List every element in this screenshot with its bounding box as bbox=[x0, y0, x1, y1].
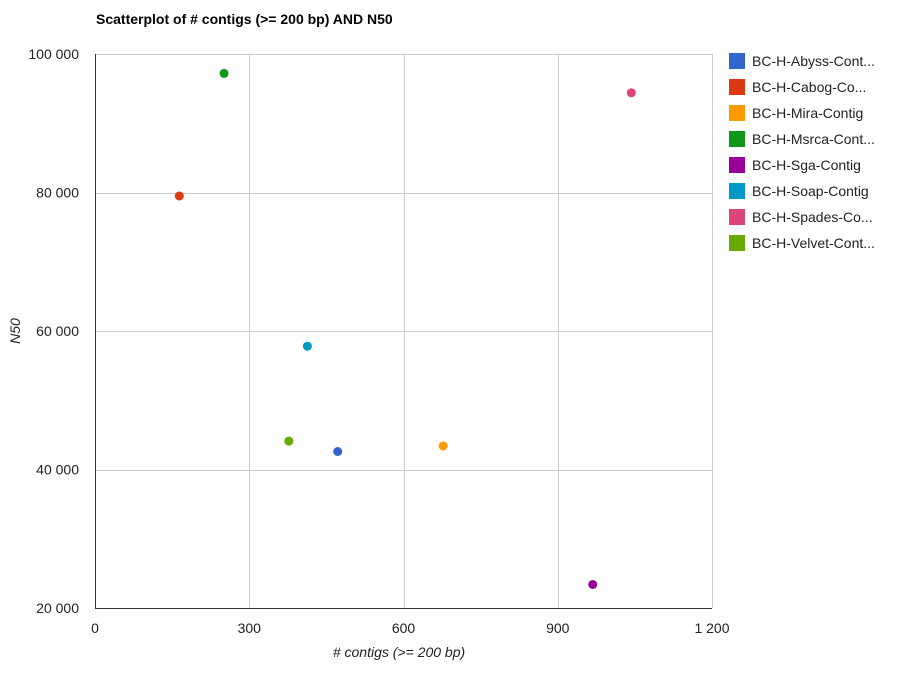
x-tick-label: 1 200 bbox=[694, 620, 729, 636]
legend-swatch bbox=[729, 209, 745, 225]
data-point[interactable] bbox=[302, 341, 312, 351]
data-point[interactable] bbox=[333, 446, 343, 456]
data-point[interactable] bbox=[588, 579, 598, 589]
x-tick-label: 0 bbox=[91, 620, 99, 636]
y-tick-label: 60 000 bbox=[36, 323, 79, 339]
legend-swatch bbox=[729, 235, 745, 251]
x-axis-title: # contigs (>= 200 bp) bbox=[333, 644, 465, 660]
legend: BC-H-Abyss-Cont... BC-H-Cabog-Co... BC-H-M… bbox=[729, 53, 875, 251]
tick-labels: 0 300 600 900 1 200 20 000 40 000 60 000 80 000 1… bbox=[28, 46, 729, 636]
legend-swatch bbox=[729, 105, 745, 121]
y-tick-label: 80 000 bbox=[36, 185, 79, 201]
chart-title: Scatterplot of # contigs (>= 200 bp) AND… bbox=[96, 11, 393, 27]
x-tick-label: 900 bbox=[546, 620, 570, 636]
data-points bbox=[174, 68, 636, 589]
data-point[interactable] bbox=[626, 88, 636, 98]
legend-label[interactable]: BC-H-Spades-Co... bbox=[752, 209, 873, 225]
legend-label[interactable]: BC-H-Velvet-Cont... bbox=[752, 235, 875, 251]
axes bbox=[95, 54, 712, 609]
legend-label[interactable]: BC-H-Sga-Contig bbox=[752, 157, 861, 173]
gridlines bbox=[95, 54, 713, 608]
legend-swatch bbox=[729, 79, 745, 95]
data-point[interactable] bbox=[284, 436, 294, 446]
legend-swatch bbox=[729, 53, 745, 69]
legend-swatch bbox=[729, 183, 745, 199]
legend-swatch bbox=[729, 131, 745, 147]
legend-label[interactable]: BC-H-Soap-Contig bbox=[752, 183, 869, 199]
y-tick-label: 20 000 bbox=[36, 600, 79, 616]
data-point[interactable] bbox=[174, 191, 184, 201]
legend-label[interactable]: BC-H-Mira-Contig bbox=[752, 105, 863, 121]
legend-label[interactable]: BC-H-Abyss-Cont... bbox=[752, 53, 875, 69]
data-point[interactable] bbox=[219, 68, 229, 78]
y-axis-title: N50 bbox=[7, 318, 23, 344]
data-point[interactable] bbox=[438, 441, 448, 451]
y-tick-label: 100 000 bbox=[28, 46, 79, 62]
legend-label[interactable]: BC-H-Cabog-Co... bbox=[752, 79, 866, 95]
y-tick-label: 40 000 bbox=[36, 462, 79, 478]
legend-label[interactable]: BC-H-Msrca-Cont... bbox=[752, 131, 875, 147]
legend-swatch bbox=[729, 157, 745, 173]
x-tick-label: 300 bbox=[238, 620, 262, 636]
x-tick-label: 600 bbox=[392, 620, 416, 636]
